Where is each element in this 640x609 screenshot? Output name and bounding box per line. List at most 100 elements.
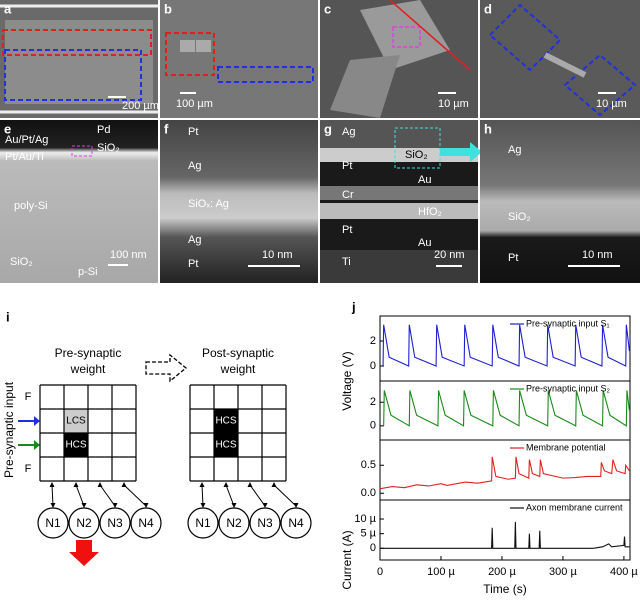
neuron-label: N2	[76, 516, 92, 530]
input-arrow	[34, 440, 40, 450]
y-tick-label: 10 µ	[354, 513, 376, 525]
series-line	[379, 456, 630, 490]
chip	[5, 20, 153, 104]
layer-label: Pt	[188, 258, 198, 270]
neuron-label: N4	[138, 516, 154, 530]
layer	[320, 203, 478, 219]
synapse-arrow	[273, 484, 297, 507]
layer	[320, 148, 478, 162]
neuron	[130, 507, 162, 539]
micrograph	[480, 0, 640, 118]
layer-label: Ag	[508, 144, 521, 156]
layer-label: poly-Si	[14, 200, 48, 212]
highlight-box	[4, 49, 142, 101]
arrow-head	[293, 503, 299, 508]
panel-a: a 200 µm	[0, 0, 159, 118]
micrograph	[160, 0, 318, 118]
cell-label: HCS	[65, 440, 86, 451]
panel-d: d 10 µm	[480, 0, 640, 118]
layer-label: Ag	[188, 234, 201, 246]
electrode	[543, 52, 587, 78]
arrow-head	[143, 503, 149, 508]
layer-label: SiOₓ: Ag	[188, 198, 229, 210]
arrow-head	[262, 503, 268, 508]
output-arrow	[69, 540, 99, 566]
neuron	[187, 507, 219, 539]
layer-label: SiO₂	[10, 256, 33, 268]
neuron	[99, 507, 131, 539]
panel-label: c	[324, 1, 331, 16]
pad	[180, 40, 195, 52]
cell-label: LCS	[66, 416, 86, 427]
neuron-label: N3	[107, 516, 123, 530]
neuron-label: N1	[45, 516, 61, 530]
arrow-head	[223, 482, 229, 487]
highlight-box	[165, 32, 215, 76]
scale-text: 20 nm	[434, 249, 465, 261]
panel-label: d	[484, 1, 492, 16]
micrograph	[480, 120, 640, 283]
neuron	[218, 507, 250, 539]
highlight-box	[71, 145, 93, 157]
legend-label: Pre-synaptic input S₁	[526, 318, 610, 328]
layer-label: Ag	[188, 160, 201, 172]
layer-label: Pt	[342, 160, 352, 172]
panel-label: f	[164, 121, 169, 136]
panel-label: b	[164, 1, 172, 16]
grid-title: Post-synaptic	[202, 346, 274, 360]
arrow-head	[49, 482, 55, 487]
layer-label: Ag	[342, 126, 355, 138]
legend-label: Membrane potential	[526, 442, 606, 452]
arrow-head	[81, 503, 87, 508]
arrow-head	[50, 503, 56, 508]
cell	[64, 433, 88, 457]
highlight-box	[2, 29, 152, 56]
electrode	[360, 0, 450, 70]
grid-title: weight	[220, 362, 256, 376]
synapse-arrow	[225, 484, 235, 507]
panel-i: i Pre-synaptic weight Post-synaptic weig…	[2, 309, 312, 566]
scale-text: 10 µm	[438, 98, 469, 110]
cell	[64, 409, 88, 433]
f-label: F	[25, 463, 32, 475]
panel-label: e	[4, 121, 11, 136]
y-tick-label: 0	[370, 420, 376, 432]
panel-e: e Au/Pt/Ag Pd Pt/Au/Ti SiO₂ poly-Si SiO₂…	[0, 120, 158, 283]
neuron-label: N1	[195, 516, 211, 530]
y-tick-label: 0.5	[361, 459, 376, 471]
arrow-head	[247, 482, 253, 487]
x-axis-label: Time (s)	[483, 582, 527, 596]
panel-label: i	[6, 309, 10, 324]
synapse-arrow	[75, 484, 85, 507]
neuron-label: N4	[288, 516, 304, 530]
arrow-head	[271, 482, 277, 487]
highlight-box	[392, 26, 421, 48]
neuron	[280, 507, 312, 539]
plot-frame	[379, 499, 631, 561]
panel-f: f Pt Ag SiOₓ: Ag Ag Pt 10 nm	[160, 120, 318, 283]
layer-label: Cr	[342, 189, 354, 201]
arrow-head	[231, 503, 237, 508]
cut-line	[389, 0, 471, 71]
y-tick-label: 0	[370, 542, 376, 554]
y-tick-label: 2	[370, 396, 376, 408]
panel-c: c 10 µm	[320, 0, 478, 118]
series-line	[383, 390, 630, 427]
scale-text: 100 nm	[110, 249, 147, 261]
arrow-head	[200, 503, 206, 508]
panel-label: a	[4, 1, 12, 16]
layer	[320, 120, 478, 148]
panel-label: h	[484, 121, 492, 136]
arrow-head	[97, 482, 103, 487]
neuron-label: N3	[257, 516, 273, 530]
neuron	[37, 507, 69, 539]
scale-text: 10 nm	[582, 249, 613, 261]
cell	[214, 409, 238, 433]
x-tick-label: 400 µ	[610, 566, 638, 578]
synapse-arrow	[249, 484, 266, 507]
legend-label: Axon membrane current	[526, 502, 623, 512]
layer-label: p-Si	[78, 266, 98, 278]
neuron	[249, 507, 281, 539]
input-arrow	[34, 416, 40, 426]
